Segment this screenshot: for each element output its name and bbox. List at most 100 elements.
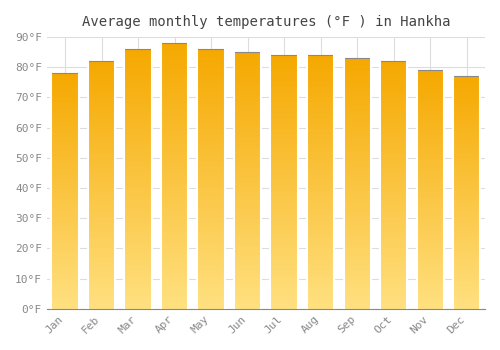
Bar — [161, 274, 188, 277]
Bar — [88, 306, 116, 309]
Bar — [416, 175, 444, 177]
Bar — [52, 295, 79, 297]
Bar — [161, 163, 188, 165]
Bar — [416, 273, 444, 275]
Bar — [88, 259, 116, 262]
Bar — [270, 121, 298, 124]
Bar — [416, 85, 444, 87]
Bar — [270, 228, 298, 230]
Bar — [198, 257, 225, 259]
Bar — [198, 117, 225, 119]
Bar — [234, 201, 262, 204]
Bar — [198, 52, 225, 54]
Bar — [380, 269, 407, 272]
Bar — [416, 280, 444, 282]
Bar — [307, 180, 334, 182]
Bar — [88, 202, 116, 205]
Bar — [52, 222, 79, 224]
Bar — [234, 301, 262, 303]
Bar — [453, 209, 480, 211]
Bar — [344, 113, 371, 116]
Bar — [453, 88, 480, 90]
Bar — [88, 150, 116, 153]
Bar — [234, 52, 262, 55]
Bar — [344, 103, 371, 106]
Bar — [88, 173, 116, 175]
Bar — [453, 269, 480, 272]
Bar — [380, 234, 407, 237]
Bar — [416, 173, 444, 175]
Bar — [416, 275, 444, 278]
Bar — [161, 216, 188, 218]
Bar — [88, 301, 116, 304]
Bar — [124, 187, 152, 189]
Bar — [344, 121, 371, 123]
Bar — [344, 251, 371, 254]
Bar — [270, 91, 298, 93]
Bar — [161, 99, 188, 102]
Bar — [88, 113, 116, 116]
Bar — [198, 88, 225, 91]
Bar — [88, 170, 116, 173]
Bar — [234, 162, 262, 165]
Bar — [52, 278, 79, 280]
Bar — [270, 281, 298, 284]
Bar — [88, 296, 116, 299]
Bar — [234, 75, 262, 78]
Bar — [234, 165, 262, 168]
Bar — [52, 238, 79, 240]
Bar — [416, 254, 444, 256]
Bar — [416, 123, 444, 125]
Bar — [453, 95, 480, 97]
Bar — [161, 264, 188, 266]
Bar — [161, 155, 188, 158]
Bar — [198, 200, 225, 202]
Bar — [453, 248, 480, 251]
Bar — [307, 131, 334, 134]
Bar — [234, 175, 262, 178]
Bar — [198, 166, 225, 169]
Bar — [270, 141, 298, 144]
Bar — [307, 288, 334, 291]
Bar — [52, 254, 79, 257]
Bar — [52, 127, 79, 130]
Bar — [307, 240, 334, 243]
Bar — [416, 177, 444, 180]
Bar — [234, 134, 262, 137]
Bar — [453, 188, 480, 190]
Bar — [380, 155, 407, 158]
Bar — [124, 210, 152, 213]
Bar — [416, 149, 444, 152]
Bar — [307, 65, 334, 68]
Bar — [161, 210, 188, 213]
Bar — [453, 181, 480, 183]
Bar — [88, 155, 116, 158]
Bar — [161, 62, 188, 64]
Bar — [234, 111, 262, 114]
Bar — [344, 86, 371, 88]
Bar — [124, 226, 152, 228]
Bar — [198, 205, 225, 208]
Bar — [234, 299, 262, 301]
Bar — [198, 244, 225, 246]
Bar — [234, 191, 262, 193]
Bar — [344, 186, 371, 189]
Bar — [344, 171, 371, 174]
Bar — [416, 147, 444, 149]
Bar — [416, 206, 444, 209]
Bar — [161, 218, 188, 221]
Bar — [161, 301, 188, 303]
Bar — [416, 99, 444, 101]
Bar — [234, 150, 262, 152]
Bar — [416, 111, 444, 113]
Bar — [88, 269, 116, 272]
Bar — [344, 123, 371, 126]
Bar — [52, 88, 79, 90]
Bar — [453, 279, 480, 281]
Bar — [416, 230, 444, 232]
Bar — [124, 145, 152, 148]
Bar — [270, 152, 298, 154]
Bar — [198, 109, 225, 112]
Bar — [270, 78, 298, 80]
Bar — [307, 88, 334, 91]
